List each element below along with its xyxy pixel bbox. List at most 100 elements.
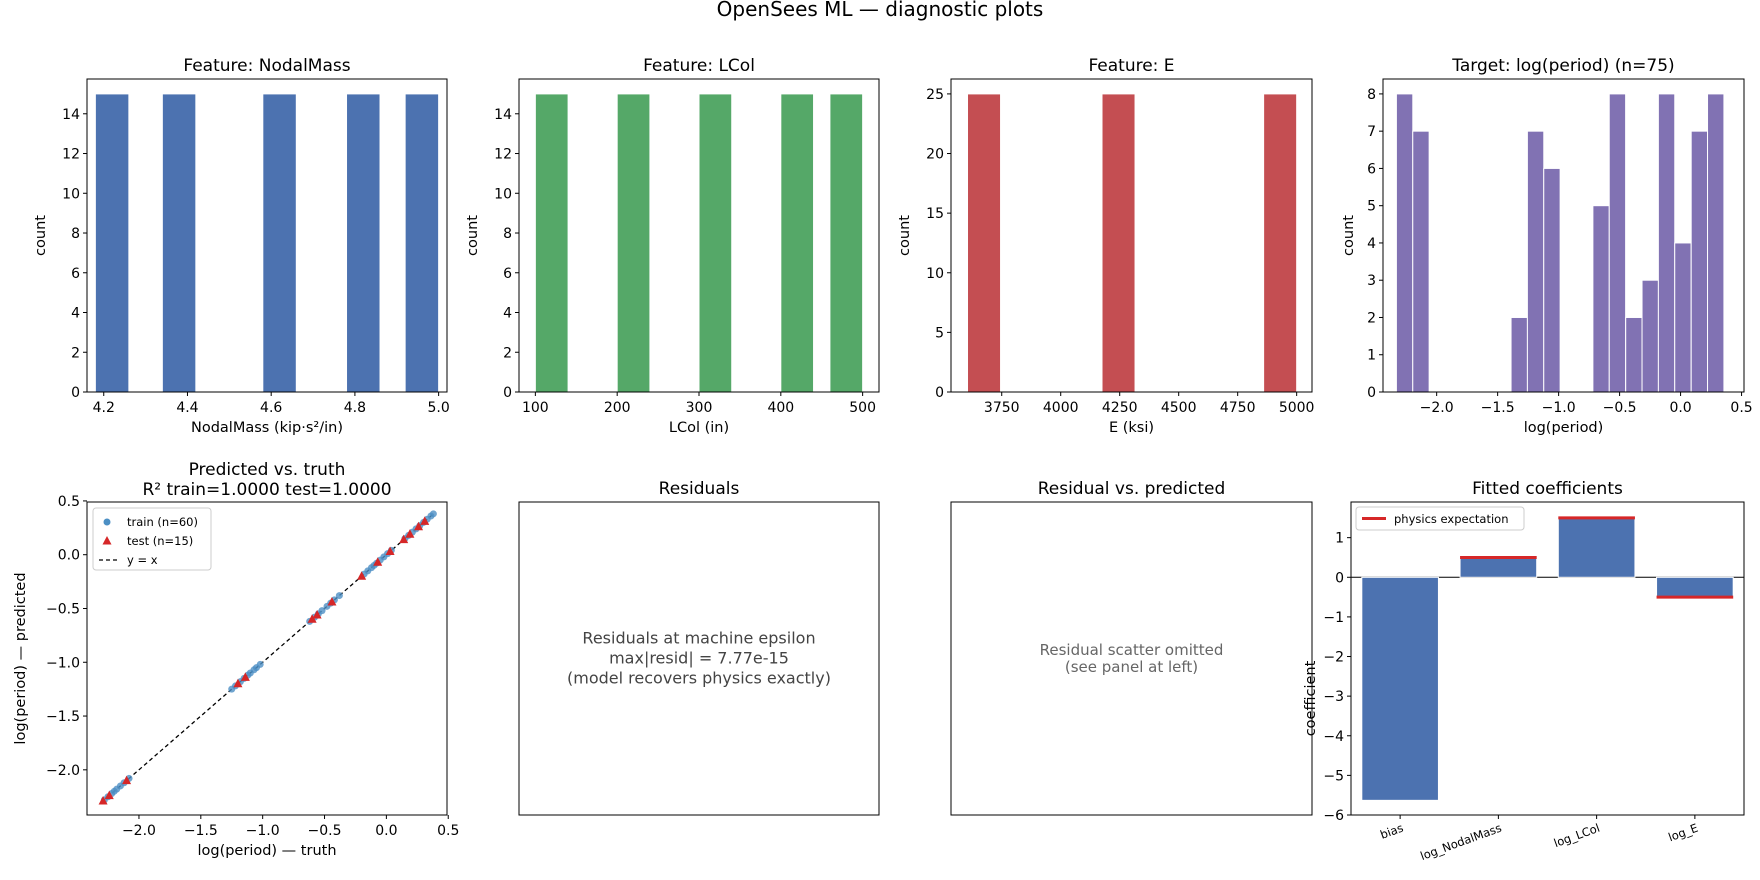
y-tick-label: 6 [503, 266, 512, 282]
histogram-bar [967, 93, 1002, 393]
histogram-bar [534, 93, 569, 393]
panel-residvpred: Residual vs. predicted Residual scatter o… [950, 479, 1313, 816]
axes-frame [518, 501, 880, 816]
histogram-bar [780, 93, 815, 393]
histogram-bar [1526, 130, 1545, 393]
histogram-bar [1674, 242, 1692, 393]
x-tick-label: 4250 [1102, 400, 1138, 416]
x-tick-label: 500 [849, 400, 876, 416]
x-axis-label: E (ksi) [1109, 420, 1154, 436]
test-point [312, 609, 322, 619]
panel-logperiod: Target: log(period) (n=75) −2.0 −1.5 −1.0 −0… [1341, 56, 1753, 436]
y-tick-label: 8 [503, 226, 512, 242]
legend-identity-label: y = x [127, 553, 158, 567]
annotation-line: max|resid| = 7.77e-15 [609, 649, 789, 668]
test-point [327, 597, 337, 606]
y-tick-label: 4 [1367, 236, 1376, 252]
test-point [385, 546, 395, 555]
panel-title: Fitted coefficients [1472, 479, 1623, 499]
y-axis-label: coefficient [1303, 660, 1319, 736]
test-point [307, 614, 317, 623]
train-point [429, 510, 437, 518]
annotation-line: Residuals at machine epsilon [582, 629, 815, 648]
y-axis-label: count [465, 215, 481, 256]
axes-frame [1382, 78, 1745, 393]
y-tick-label: −1 [1323, 610, 1344, 626]
x-tick-label: log_E [1666, 821, 1699, 845]
histogram-bar [1263, 93, 1298, 393]
axes-frame [950, 78, 1313, 393]
x-tick-label: −0.5 [1603, 400, 1637, 416]
y-tick-label: 3 [1367, 273, 1376, 289]
histogram-bar [94, 93, 130, 393]
histogram-bar [161, 93, 197, 393]
axes-frame [86, 501, 448, 816]
test-point [357, 571, 367, 580]
axes-frame [518, 78, 880, 393]
y-tick-label: 0 [71, 385, 80, 401]
annotation-line: Residual scatter omitted [1040, 641, 1224, 659]
x-tick-label: 400 [767, 400, 794, 416]
test-point [420, 516, 430, 525]
y-tick-label: 1 [1335, 531, 1344, 547]
y-tick-label: 0 [1367, 385, 1376, 401]
y-tick-label: 7 [1367, 124, 1376, 140]
y-axis-label: count [1341, 215, 1357, 256]
x-tick-label: −1.0 [1542, 400, 1576, 416]
y-tick-label: 0 [935, 385, 944, 401]
panel-title: Feature: NodalMass [183, 56, 350, 76]
axes-frame [86, 78, 448, 393]
y-tick-label: 12 [494, 147, 512, 163]
x-tick-label: −1.5 [1481, 400, 1515, 416]
y-tick-label: 20 [926, 147, 944, 163]
histogram-bar [1412, 130, 1430, 393]
test-point [122, 775, 132, 785]
legend-frame [1355, 506, 1525, 531]
histogram-bar [616, 93, 651, 393]
panel-title: Target: log(period) (n=75) [1451, 56, 1674, 76]
histogram-bar [1707, 93, 1725, 393]
panel-title: Predicted vs. truth [189, 460, 346, 480]
y-tick-label: −3 [1323, 689, 1344, 705]
y-tick-label: 6 [71, 266, 80, 282]
histogram-bar [1625, 316, 1643, 393]
y-tick-label: 5 [1367, 199, 1376, 215]
y-axis-label: count [897, 215, 913, 256]
y-tick-label: 14 [62, 107, 80, 123]
panel-e: Feature: E 3750 4000 4250 4500 4750 5000 0 5 10 15… [897, 56, 1314, 436]
x-tick-label: log_LCol [1552, 821, 1602, 851]
y-tick-label: 6 [1367, 161, 1376, 177]
legend-train-marker [103, 518, 111, 526]
y-tick-label: 2 [503, 345, 512, 361]
histogram-bar [1641, 279, 1659, 393]
histogram-bar [1690, 130, 1709, 393]
x-tick-label: −1.0 [246, 823, 280, 839]
histogram-bar [404, 93, 440, 393]
x-tick-label: 0.0 [1669, 400, 1691, 416]
y-tick-label: 8 [71, 226, 80, 242]
test-point [104, 790, 114, 800]
panel-title: Residuals [659, 479, 740, 499]
legend: train (n=60) test (n=15) y = x [92, 507, 212, 571]
panel-residuals: Residuals Residuals at machine epsilonmax… [518, 479, 880, 816]
x-tick-label: 200 [604, 400, 631, 416]
x-axis-label: LCol (in) [669, 420, 729, 436]
train-point [256, 660, 264, 668]
x-tick-label: 4500 [1161, 400, 1197, 416]
histogram-bar [1101, 93, 1136, 393]
legend-frame [92, 507, 212, 571]
legend-train-label: train (n=60) [127, 515, 198, 529]
y-tick-label: 25 [926, 87, 944, 103]
legend-test-label: test (n=15) [127, 534, 193, 548]
x-tick-label: 100 [522, 400, 549, 416]
y-tick-label: 2 [1367, 310, 1376, 326]
x-tick-label: −2.0 [122, 823, 156, 839]
x-axis-label: NodalMass (kip·s²/in) [191, 420, 343, 436]
test-point [233, 678, 243, 688]
histogram-bar [346, 93, 381, 393]
y-tick-label: −4 [1323, 729, 1344, 745]
y-tick-label: −1.0 [46, 655, 80, 671]
y-tick-label: −2 [1323, 650, 1344, 666]
x-tick-label: −0.5 [308, 823, 342, 839]
